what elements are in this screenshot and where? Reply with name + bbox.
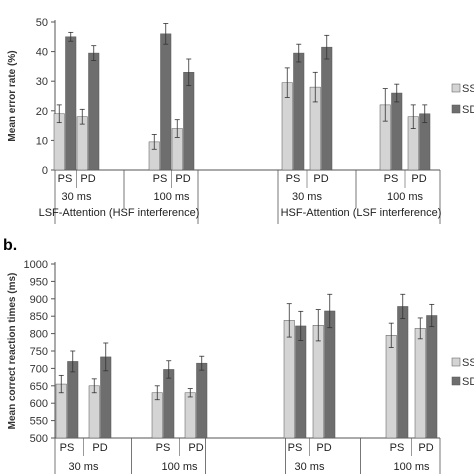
- legend-swatch-sd: [451, 376, 461, 386]
- y-tick-label: 650: [30, 381, 48, 393]
- bar-ss: [414, 328, 426, 439]
- bar-sd: [321, 46, 333, 171]
- category-label: PD: [411, 173, 426, 185]
- y-tick-label: 30: [36, 76, 48, 88]
- y-axis-label: Mean error rate (%): [7, 50, 18, 141]
- bar-sd: [324, 310, 336, 439]
- duration-label: 30 ms: [295, 461, 325, 473]
- bar-sd: [67, 361, 79, 439]
- bar-ss: [385, 335, 397, 439]
- legend-swatch-ss: [451, 357, 461, 367]
- y-tick-label: 50: [36, 17, 48, 29]
- condition-label: HSF-Attention (LSF interference): [281, 207, 442, 219]
- category-label: PS: [60, 442, 75, 454]
- y-tick-label: 1000: [24, 259, 48, 271]
- y-tick-label: 0: [42, 165, 48, 177]
- bar-ss: [283, 320, 295, 439]
- bar-sd: [88, 52, 100, 171]
- bar-sd: [397, 306, 409, 439]
- y-tick-label: 20: [36, 106, 48, 118]
- category-label: PD: [316, 442, 331, 454]
- y-tick-label: 10: [36, 135, 48, 147]
- category-label: PS: [58, 173, 73, 185]
- category-label: PD: [92, 442, 107, 454]
- category-label: PD: [313, 173, 328, 185]
- bar-ss: [88, 385, 100, 439]
- duration-label: 30 ms: [62, 191, 92, 203]
- category-label: PD: [175, 173, 190, 185]
- legend-label: SD: [462, 376, 474, 388]
- category-label: PS: [156, 442, 171, 454]
- category-label: PS: [288, 442, 303, 454]
- bar-ss: [312, 324, 324, 439]
- bar-sd: [183, 72, 195, 171]
- y-tick-label: 850: [30, 311, 48, 323]
- condition-label: LSF-Attention (HSF interference): [39, 207, 200, 219]
- bar-ss: [184, 392, 196, 439]
- category-label: PD: [188, 442, 203, 454]
- y-tick-label: 500: [30, 433, 48, 445]
- bar-sd: [295, 325, 307, 439]
- bar-sd: [196, 362, 208, 439]
- bar-sd: [65, 36, 77, 171]
- category-label: PS: [153, 173, 168, 185]
- y-tick-label: 550: [30, 416, 48, 428]
- category-label: PS: [286, 173, 301, 185]
- y-tick-label: 950: [30, 276, 48, 288]
- bar-sd: [160, 33, 172, 171]
- bar-sd: [426, 315, 438, 439]
- category-label: PS: [390, 442, 405, 454]
- y-axis-label: Mean correct reaction times (ms): [7, 273, 18, 430]
- y-tick-label: 750: [30, 346, 48, 358]
- legend-label: SS: [462, 83, 474, 95]
- bar-ss: [76, 116, 88, 171]
- duration-label: 30 ms: [69, 461, 99, 473]
- legend-label: SS: [462, 357, 474, 369]
- y-tick-label: 900: [30, 294, 48, 306]
- legend-label: SD: [462, 104, 474, 116]
- bar-sd: [163, 369, 175, 439]
- y-tick-label: 700: [30, 363, 48, 375]
- category-label: PS: [384, 173, 399, 185]
- legend-swatch-ss: [451, 83, 461, 93]
- duration-label: 100 ms: [161, 461, 198, 473]
- duration-label: 100 ms: [387, 191, 424, 203]
- duration-label: 100 ms: [153, 191, 190, 203]
- category-label: PD: [418, 442, 433, 454]
- category-label: PD: [80, 173, 95, 185]
- y-tick-label: 40: [36, 47, 48, 59]
- duration-label: 30 ms: [292, 191, 322, 203]
- legend-swatch-sd: [451, 104, 461, 114]
- bar-sd: [293, 52, 305, 171]
- bar-sd: [391, 92, 403, 171]
- y-tick-label: 600: [30, 398, 48, 410]
- duration-label: 100 ms: [393, 461, 430, 473]
- panel-label: b.: [3, 237, 17, 254]
- y-tick-label: 800: [30, 329, 48, 341]
